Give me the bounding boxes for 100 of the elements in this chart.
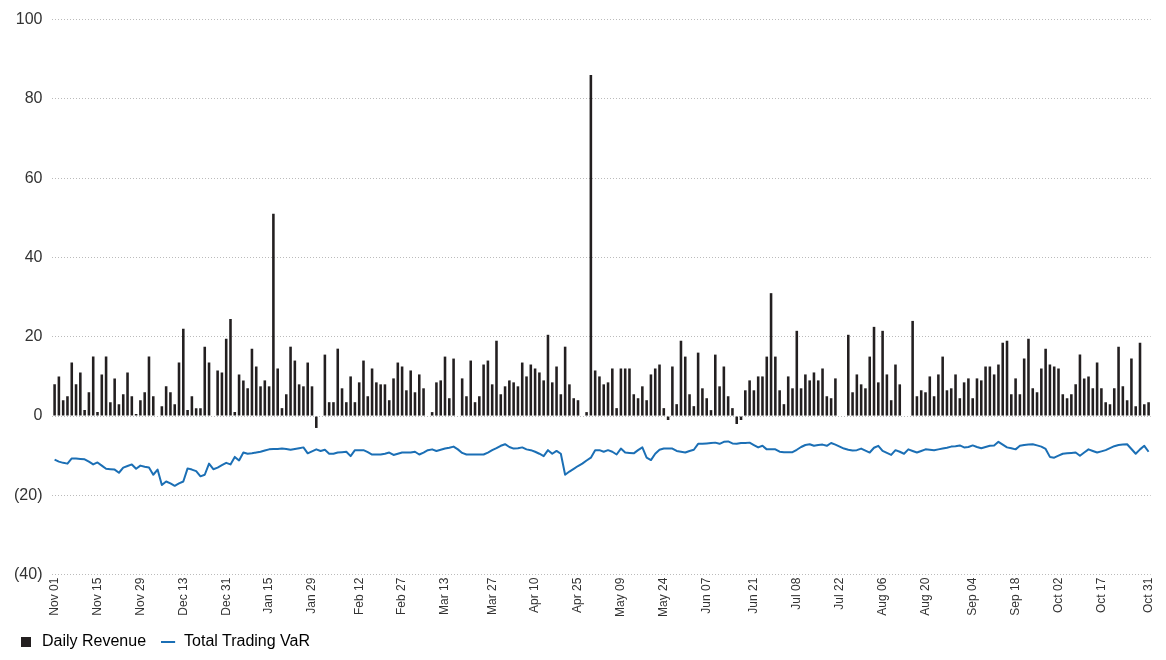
bar — [417, 374, 421, 416]
x-tick-label: Sep 04 — [965, 577, 979, 616]
x-tick-label: Mar 27 — [484, 577, 499, 616]
bar — [520, 362, 524, 416]
x-tick-label: Mar 13 — [437, 577, 452, 616]
bar — [1027, 338, 1030, 416]
x-tick-label: Apr 25 — [570, 577, 585, 614]
bar — [143, 392, 146, 416]
y-tick-label: (20) — [14, 485, 43, 503]
bar — [714, 354, 717, 416]
bar — [1074, 384, 1077, 416]
y-tick-label: (40) — [14, 565, 43, 583]
bar — [482, 364, 485, 416]
y-tick-label: 100 — [15, 10, 43, 28]
bar — [846, 334, 850, 416]
x-tick-label: Feb 27 — [394, 577, 409, 616]
bar — [658, 364, 661, 416]
bar — [585, 412, 588, 416]
bar — [375, 382, 378, 416]
bar — [1001, 342, 1005, 416]
bar — [671, 366, 674, 416]
bar — [1082, 378, 1086, 416]
bar — [894, 364, 897, 416]
x-tick-label: Jul 22 — [832, 577, 847, 610]
bar — [53, 384, 56, 416]
x-tick-label: Jun 21 — [746, 577, 761, 614]
bar — [868, 356, 872, 416]
bar — [611, 368, 614, 416]
bar — [96, 412, 99, 416]
bar — [306, 362, 310, 416]
x-tick-label: Nov 01 — [46, 577, 61, 616]
bar — [70, 362, 74, 416]
bar — [555, 366, 558, 416]
bar — [641, 386, 644, 416]
bar — [984, 366, 987, 416]
bar — [1087, 376, 1090, 416]
x-tick-label: Dec 13 — [175, 577, 190, 616]
bar — [821, 368, 824, 416]
bar — [804, 374, 807, 416]
bar — [941, 356, 944, 416]
bar — [113, 378, 116, 416]
bar — [568, 384, 571, 416]
bar — [1143, 404, 1146, 416]
x-tick-label: May 09 — [613, 577, 628, 618]
bar — [392, 378, 395, 416]
x-tick-label: Jun 07 — [699, 577, 714, 614]
bar — [254, 366, 258, 416]
x-tick-label: Aug 06 — [874, 577, 889, 616]
bar — [786, 376, 790, 416]
bar — [203, 346, 207, 416]
bar — [1100, 388, 1103, 416]
bar — [469, 360, 473, 416]
x-tick-label: Dec 31 — [218, 577, 233, 616]
bar — [126, 372, 129, 416]
bar — [967, 378, 970, 416]
bar — [272, 213, 275, 416]
x-tick-label: Jul 08 — [789, 577, 804, 610]
bar — [512, 382, 515, 416]
bar — [924, 392, 927, 416]
bar — [1014, 378, 1017, 416]
x-tick-label: Aug 20 — [917, 577, 932, 616]
bar — [765, 356, 769, 416]
y-tick-label: 40 — [24, 247, 43, 265]
x-tick-label: Oct 17 — [1093, 577, 1108, 614]
bar — [683, 356, 687, 416]
x-tick-label: Apr 10 — [527, 577, 542, 614]
bar — [774, 356, 777, 416]
bar — [409, 370, 412, 416]
x-tick-label: Feb 12 — [351, 577, 366, 616]
bar — [1130, 358, 1133, 416]
bar — [362, 360, 365, 416]
bar — [216, 370, 219, 416]
y-tick-label: 20 — [24, 327, 43, 345]
bar — [508, 380, 511, 416]
bar — [229, 318, 232, 416]
bar — [911, 320, 914, 416]
bar — [881, 330, 884, 416]
bar — [1044, 348, 1047, 416]
y-tick-label: 60 — [24, 168, 43, 186]
legend-label: Total Trading VaR — [184, 632, 311, 650]
x-tick-label: Oct 31 — [1140, 577, 1155, 614]
bar — [315, 416, 318, 428]
bar — [435, 382, 438, 416]
bar — [653, 368, 657, 416]
bar — [1057, 368, 1060, 416]
bar — [182, 328, 185, 416]
bar — [79, 372, 82, 416]
x-tick-label: Jan 29 — [304, 577, 319, 614]
bar — [289, 346, 292, 416]
bar — [349, 376, 352, 416]
bar — [748, 380, 751, 416]
legend-label: Daily Revenue — [42, 632, 147, 650]
bar — [628, 368, 631, 416]
bar — [336, 348, 340, 416]
bar — [834, 378, 837, 416]
bar — [169, 392, 172, 416]
bar — [1147, 402, 1150, 416]
bar — [538, 372, 541, 416]
bar — [495, 340, 498, 416]
bar — [379, 384, 382, 416]
